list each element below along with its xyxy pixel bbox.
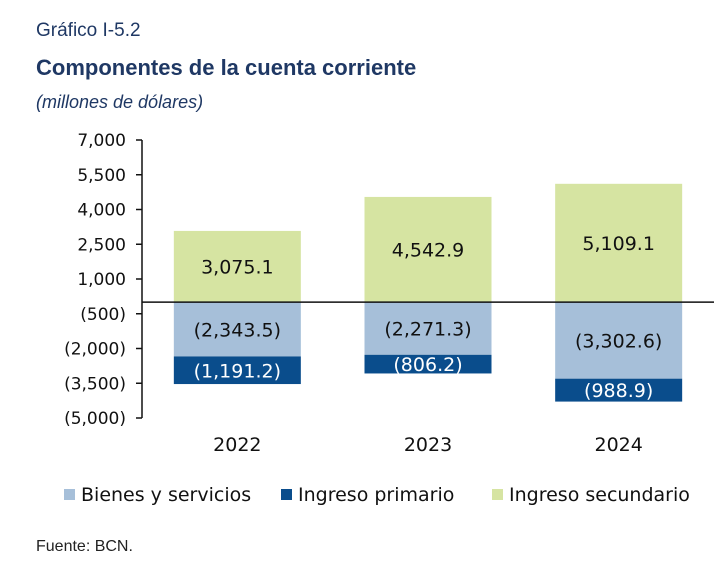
y-tick-label: (2,000): [64, 340, 126, 360]
bar-2023-series-2: [364, 196, 492, 303]
legend-swatch-0: [64, 489, 75, 500]
bars-group: [173, 183, 683, 402]
chart-title: Componentes de la cuenta corriente: [36, 55, 417, 80]
legend-label-2: Ingreso secundario: [509, 484, 690, 506]
data-label-2024-series-0: (3,302.6): [575, 330, 662, 352]
x-tick-label-2023: 2023: [404, 434, 452, 456]
bar-2023-series-1: [364, 354, 492, 374]
y-tick-label: 7,000: [77, 131, 126, 151]
legend-label-0: Bienes y servicios: [81, 484, 251, 506]
data-label-2024-series-2: 5,109.1: [582, 233, 655, 255]
bar-2024-series-1: [555, 378, 683, 402]
y-tick-label: 4,000: [77, 201, 126, 221]
y-tick-label: (500): [80, 305, 126, 325]
chart-kicker: Gráfico I-5.2: [36, 20, 141, 41]
data-label-2023-series-2: 4,542.9: [392, 240, 465, 262]
data-label-2023-series-1: (806.2): [393, 354, 462, 376]
axes-group: 2022 2023 2024 7,000 5,500 4,000 2,500 1,000 (50…: [64, 131, 714, 456]
data-label-2022-series-2: 3,075.1: [201, 257, 274, 279]
data-label-2023-series-0: (2,271.3): [384, 318, 471, 340]
x-tick-label-2024: 2024: [594, 434, 642, 456]
bar-2024-series-0: [555, 302, 683, 379]
chart-units: (millones de dólares): [36, 92, 204, 112]
bar-2023-series-0: [364, 302, 492, 355]
y-tick-label: (3,500): [64, 374, 126, 394]
legend-swatch-2: [492, 489, 503, 500]
y-tick-label: (5,000): [64, 409, 126, 429]
data-label-2022-series-0: (2,343.5): [194, 319, 281, 341]
bar-2024-series-2: [555, 183, 683, 303]
data-label-2024-series-1: (988.9): [584, 380, 653, 402]
legend-swatch-1: [281, 489, 292, 500]
y-tick-label: 5,500: [77, 166, 126, 186]
x-tick-label-2022: 2022: [213, 434, 261, 456]
legend: Bienes y servicios Ingreso primario Ingres…: [64, 484, 690, 506]
data-labels-group: (2,343.5) (1,191.2) 3,075.1 (2,271.3) (806.2…: [194, 233, 663, 402]
bar-2022-series-2: [173, 230, 301, 303]
bar-2022-series-0: [173, 302, 301, 357]
data-label-2022-series-1: (1,191.2): [194, 360, 281, 382]
y-tick-label: 1,000: [77, 270, 126, 290]
legend-label-1: Ingreso primario: [298, 484, 454, 506]
bar-2022-series-1: [173, 356, 301, 385]
source-note: Fuente: BCN.: [36, 538, 133, 555]
y-tick-label: 2,500: [77, 235, 126, 255]
